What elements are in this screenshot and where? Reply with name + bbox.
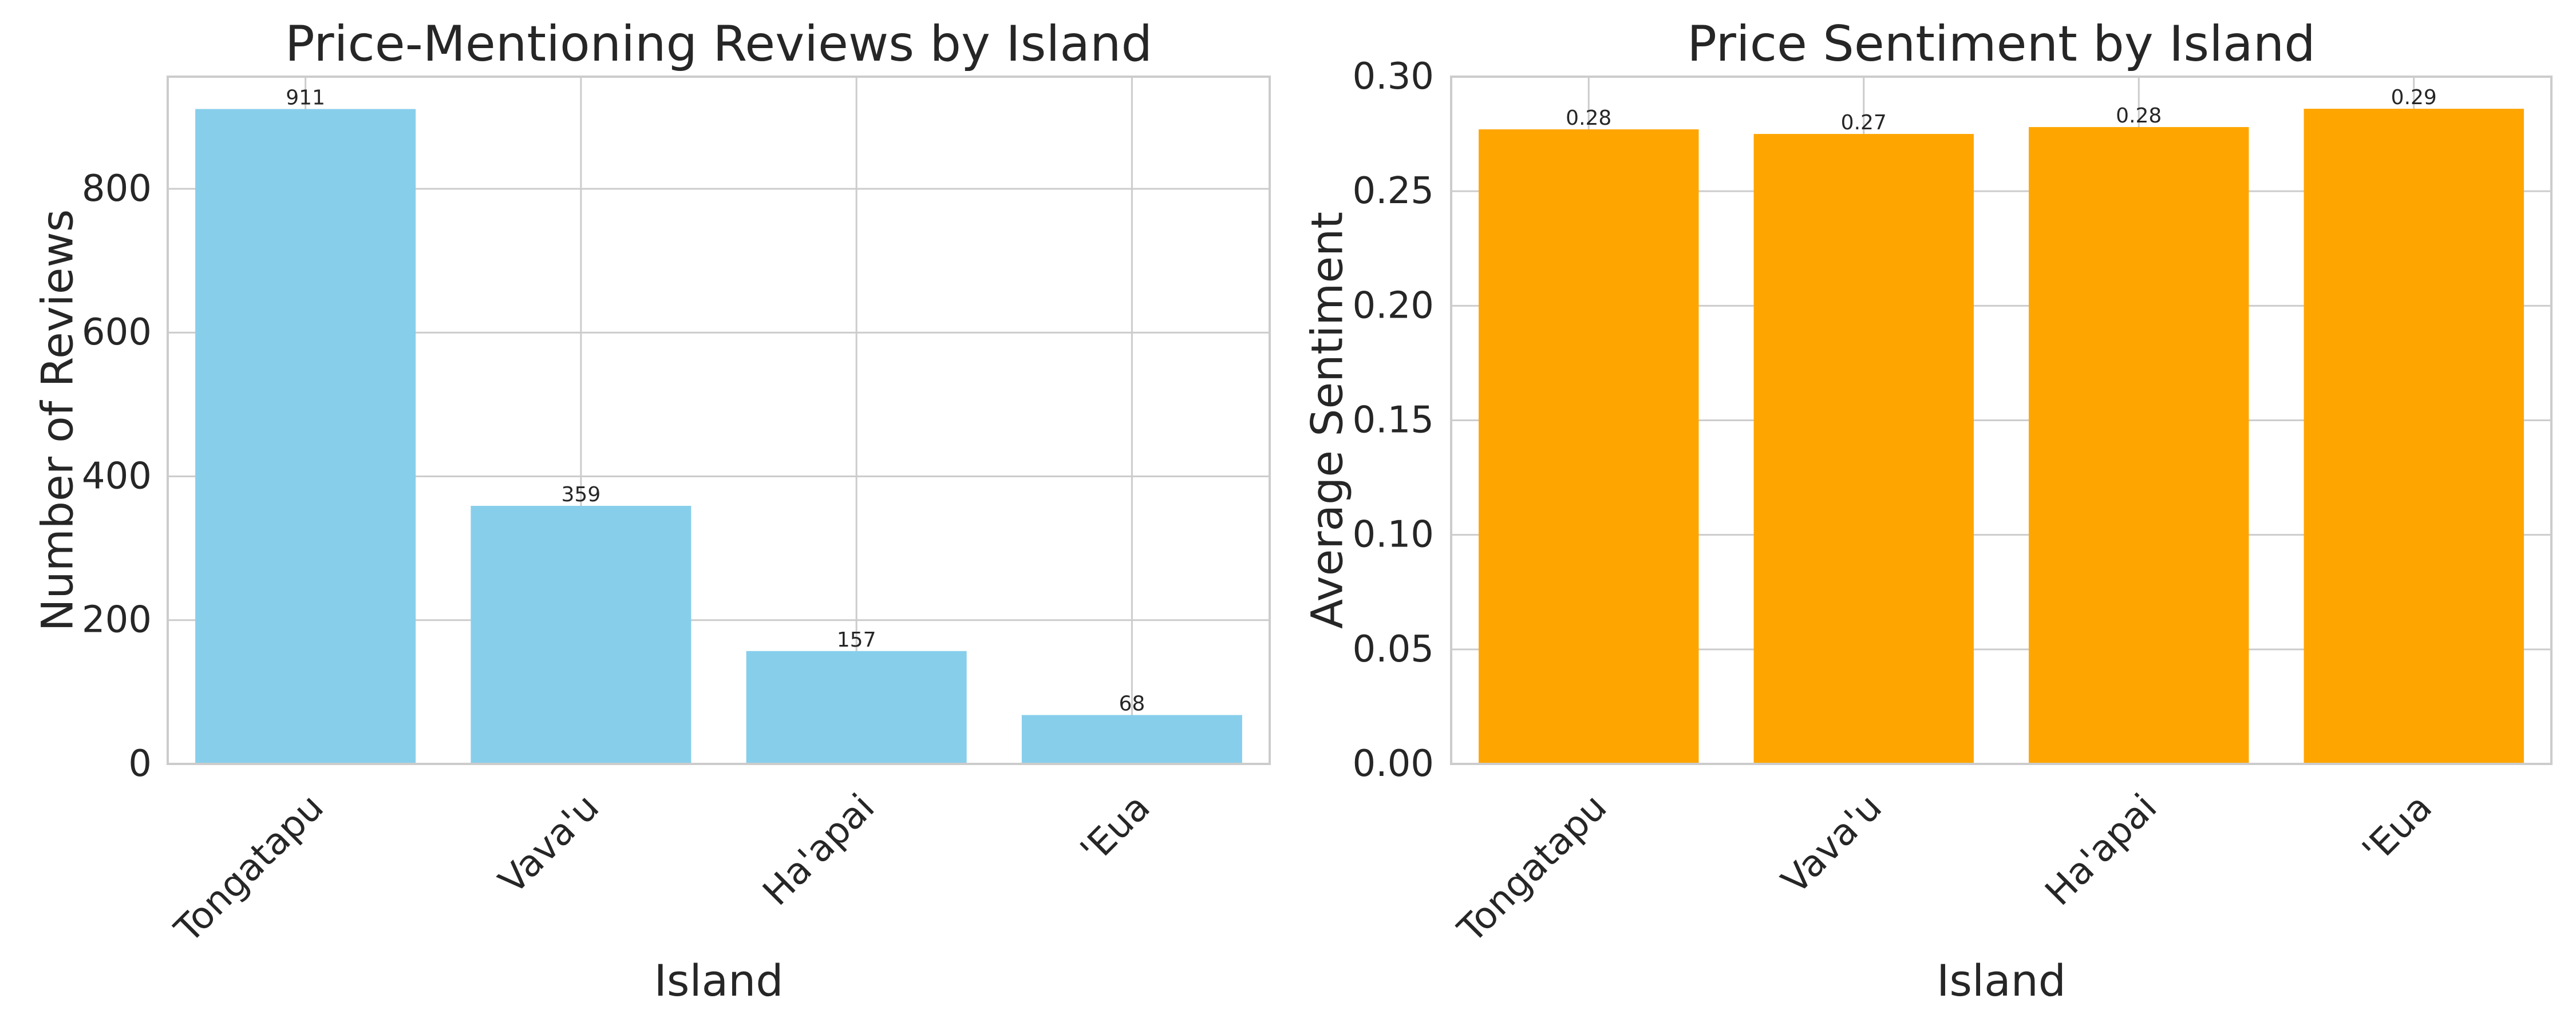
- y-tick-label: 200: [82, 599, 152, 641]
- y-tick-label: 0.20: [1353, 284, 1435, 327]
- bar: [1753, 134, 1974, 764]
- y-tick-label: 400: [82, 455, 152, 497]
- right-chart-price-sentiment: 0.00 0.05 0.10 0.15 0.20 0.25 0.30 0.28 Tongatap…: [1302, 15, 2553, 1006]
- x-tick-label: Vava'u: [1774, 786, 1890, 902]
- bar: [2304, 109, 2524, 764]
- x-tick-label: Tongatapu: [167, 786, 332, 952]
- bar-value-label: 911: [286, 86, 325, 110]
- chart-title: Price-Mentioning Reviews by Island: [285, 15, 1152, 73]
- x-tick-label: 'Eua: [2354, 786, 2440, 872]
- bar: [195, 109, 416, 764]
- y-tick-label: 0.05: [1353, 628, 1435, 671]
- bar-value-label: 68: [1119, 692, 1145, 716]
- bar: [1021, 715, 1242, 764]
- x-tick-label: Vava'u: [491, 786, 607, 902]
- bar-value-label: 157: [837, 628, 876, 652]
- x-axis-label: Island: [654, 955, 783, 1006]
- x-tick-label: Tongatapu: [1450, 786, 1615, 952]
- plot-area-border: [1450, 76, 2553, 765]
- chart-title: Price Sentiment by Island: [1687, 15, 2316, 73]
- y-tick-label: 0: [128, 743, 152, 785]
- y-tick-label: 0.15: [1353, 399, 1435, 442]
- x-axis-label: Island: [1937, 955, 2066, 1006]
- x-tick-label: 'Eua: [1073, 786, 1159, 872]
- y-tick-label: 0.25: [1353, 170, 1435, 212]
- x-tick-label: Ha'apai: [755, 786, 883, 914]
- bar: [2029, 127, 2249, 764]
- left-chart-price-mentioning-reviews: 0 200 400 600 800 911 Tongatapu 359 Vava'u 157 Ha'…: [32, 15, 1271, 1006]
- y-tick-label: 0.10: [1353, 514, 1435, 556]
- y-axis-label: Number of Reviews: [32, 209, 83, 632]
- bar-value-label: 0.28: [1566, 106, 1611, 130]
- plot-area-border: [167, 76, 1271, 765]
- bar-value-label: 0.28: [2116, 104, 2162, 128]
- y-tick-label: 0.00: [1353, 743, 1435, 785]
- y-axis-label: Average Sentiment: [1302, 212, 1353, 629]
- bar-value-label: 0.29: [2391, 86, 2437, 109]
- bar: [471, 505, 692, 764]
- x-tick-label: Ha'apai: [2037, 786, 2165, 914]
- y-tick-label: 800: [82, 168, 152, 210]
- bar: [746, 651, 967, 764]
- bar: [1479, 129, 1699, 764]
- bar-value-label: 0.27: [1841, 111, 1887, 134]
- bar-value-label: 359: [562, 483, 601, 506]
- y-tick-label: 600: [82, 311, 152, 354]
- y-tick-label: 0.30: [1353, 56, 1435, 98]
